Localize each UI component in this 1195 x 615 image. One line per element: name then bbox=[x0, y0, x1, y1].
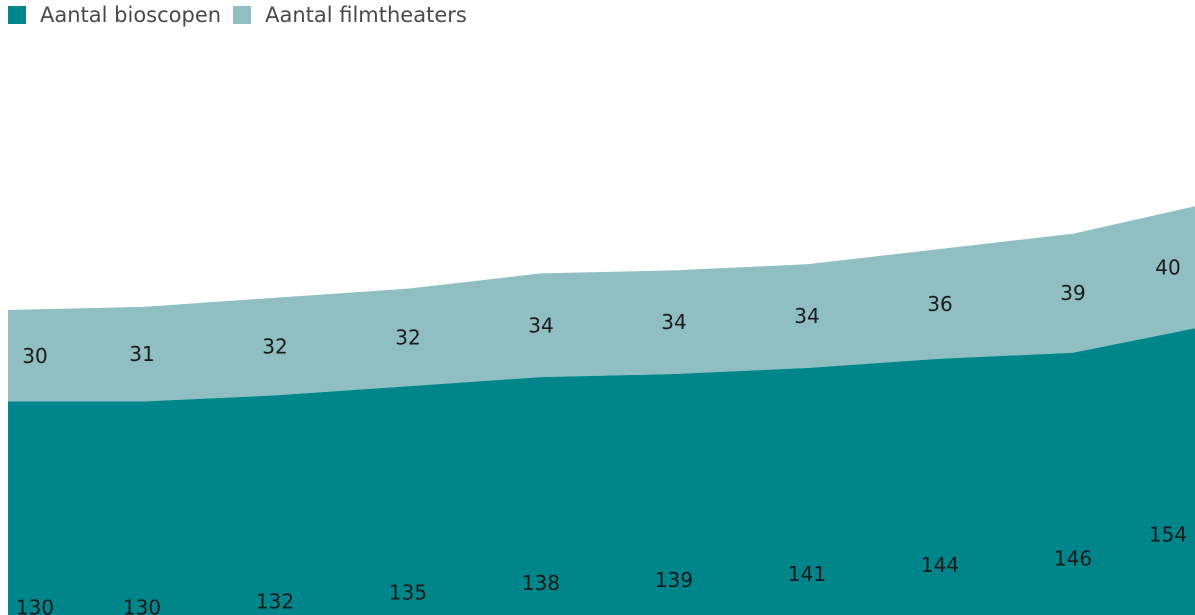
data-label-filmtheaters: 30 bbox=[22, 344, 47, 368]
legend-item-bioscopen: Aantal bioscopen bbox=[8, 3, 221, 27]
legend-label-filmtheaters: Aantal filmtheaters bbox=[265, 3, 467, 27]
data-label-filmtheaters: 32 bbox=[262, 335, 287, 359]
data-label-bioscopen: 130 bbox=[16, 596, 54, 615]
legend-swatch-bioscopen bbox=[8, 6, 26, 24]
data-label-bioscopen: 144 bbox=[921, 553, 959, 577]
data-label-filmtheaters: 34 bbox=[528, 313, 553, 337]
data-label-bioscopen: 141 bbox=[788, 562, 826, 586]
data-label-filmtheaters: 34 bbox=[661, 310, 686, 334]
legend-swatch-filmtheaters bbox=[233, 6, 252, 24]
legend-label-bioscopen: Aantal bioscopen bbox=[40, 3, 222, 27]
data-label-filmtheaters: 31 bbox=[129, 342, 154, 366]
data-label-bioscopen: 154 bbox=[1149, 522, 1187, 546]
data-label-filmtheaters: 34 bbox=[794, 304, 819, 328]
data-label-bioscopen: 139 bbox=[655, 568, 693, 592]
data-label-bioscopen: 132 bbox=[256, 589, 294, 613]
data-label-bioscopen: 135 bbox=[389, 580, 427, 604]
data-label-bioscopen: 130 bbox=[123, 596, 161, 615]
data-label-filmtheaters: 36 bbox=[927, 292, 952, 316]
data-label-filmtheaters: 32 bbox=[395, 325, 420, 349]
legend-item-filmtheaters: Aantal filmtheaters bbox=[233, 3, 467, 27]
data-label-filmtheaters: 39 bbox=[1060, 281, 1085, 305]
data-label-filmtheaters: 40 bbox=[1155, 255, 1180, 279]
area-filmtheaters bbox=[8, 206, 1195, 402]
data-label-bioscopen: 146 bbox=[1054, 547, 1092, 571]
legend: Aantal bioscopen Aantal filmtheaters bbox=[8, 1, 471, 29]
area-bioscopen bbox=[8, 328, 1195, 615]
data-label-bioscopen: 138 bbox=[522, 571, 560, 595]
